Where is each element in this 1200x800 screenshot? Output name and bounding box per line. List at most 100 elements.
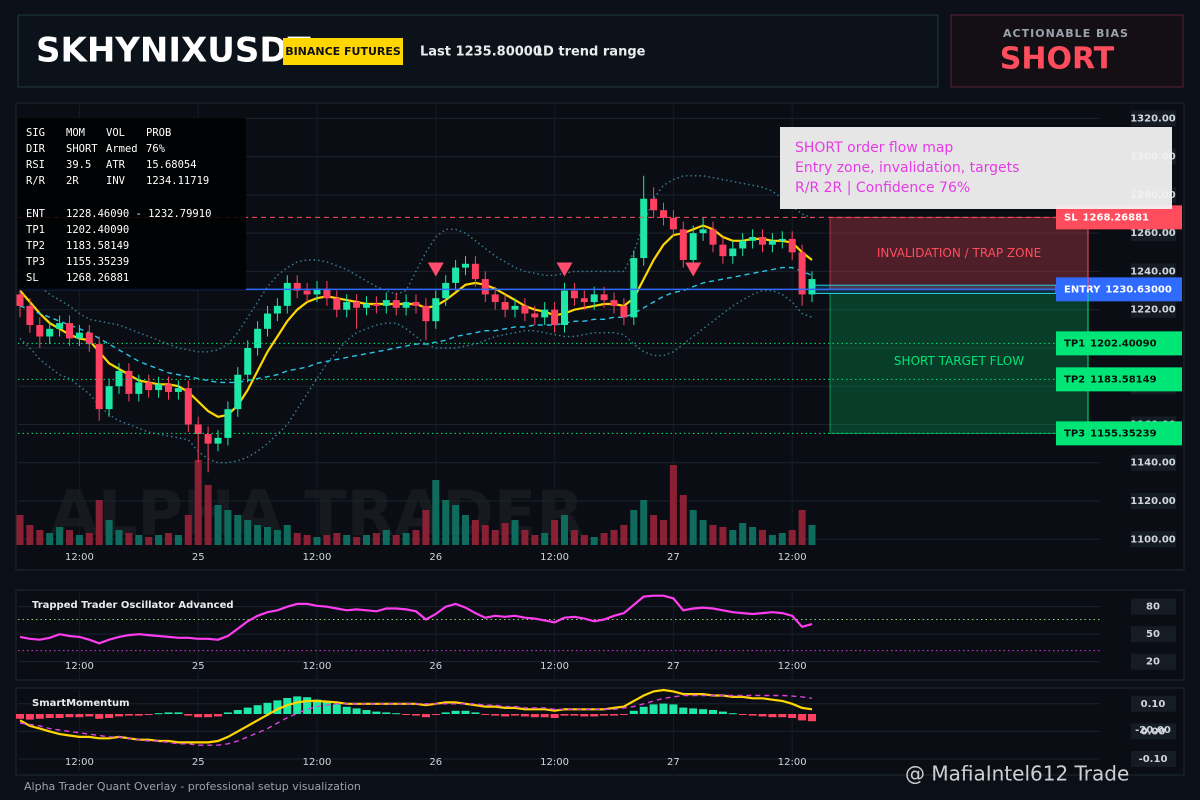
candle-body: [580, 298, 588, 303]
candle-body: [184, 388, 192, 425]
volume-bar: [749, 527, 757, 545]
candle-body: [452, 267, 460, 283]
x-tick-label: 27: [667, 552, 680, 563]
volume-bar: [541, 533, 549, 545]
histogram-bar: [808, 714, 816, 722]
level-tag: [1056, 205, 1182, 230]
histogram-bar: [610, 714, 618, 716]
series-line: [19, 266, 813, 384]
info-level: TP2: [26, 240, 45, 252]
exchange: BINANCE FUTURES: [285, 45, 401, 58]
level-tag-label: TP1 1202.40090: [1064, 338, 1157, 349]
plots: 1100.001120.001140.001160.001180.001200.…: [16, 105, 1182, 770]
bias-label: ACTIONABLE BIAS: [1003, 27, 1129, 40]
candle-body: [165, 384, 172, 392]
volume-bar: [283, 525, 291, 545]
histogram-bar: [184, 714, 193, 716]
x-tick-label: 26: [429, 757, 442, 768]
candle-body: [224, 409, 232, 438]
volume-bar: [155, 535, 163, 545]
level-value: 1155.35239: [1090, 428, 1156, 439]
y-tick-box: [1131, 695, 1176, 712]
histogram-bar: [194, 714, 203, 718]
candle-body: [798, 252, 806, 295]
histogram-bar: [85, 714, 94, 717]
histogram-bar: [718, 711, 727, 714]
candle-body: [541, 309, 549, 318]
candle-body: [273, 305, 281, 314]
level-tag-label: ENTRY 1230.63000: [1064, 284, 1172, 295]
y-tick-label: 1220.00: [1130, 305, 1176, 316]
volume-bar: [600, 533, 608, 545]
level-value: 1230.63000: [1105, 284, 1171, 295]
volume-bar: [462, 515, 469, 545]
info-cell: VOL: [106, 127, 125, 139]
histogram-bar: [223, 712, 232, 714]
candle-body: [323, 288, 331, 299]
info-cell: SHORT: [66, 143, 98, 155]
x-tick-label: 12:00: [303, 552, 332, 563]
x-tick-label: 12:00: [303, 661, 332, 672]
candle-body: [392, 300, 400, 308]
histogram-bar: [580, 714, 589, 717]
volume-bar: [481, 525, 489, 545]
volume-bar: [709, 525, 717, 545]
histogram-bar: [441, 712, 450, 714]
histogram-bar: [402, 714, 411, 715]
candle-body: [214, 437, 222, 444]
volume-bar: [293, 533, 301, 545]
oscillator-panel: [15, 589, 1185, 681]
info-cell: SIG: [26, 127, 45, 139]
candle-body: [729, 248, 737, 257]
histogram-bar: [619, 714, 628, 715]
annotation-line: R/R 2R | Confidence 76%: [795, 180, 970, 196]
volume-bar: [254, 525, 262, 545]
candle-body: [501, 302, 509, 310]
last-price: Last 1235.80000: [420, 45, 542, 60]
histogram-bar: [35, 714, 44, 719]
level-name: ENTRY: [1064, 284, 1101, 295]
histogram-bar: [115, 714, 123, 717]
info-level: 1202.40090: [66, 224, 129, 236]
volume-bar: [194, 460, 202, 545]
volume-bar: [363, 535, 370, 545]
histogram-bar: [372, 711, 381, 714]
info-level: SL: [26, 272, 39, 284]
x-tick-label: 12:00: [540, 661, 569, 672]
y-tick-box: [1131, 263, 1176, 280]
volume-bar: [580, 535, 588, 545]
histogram-bar: [174, 712, 183, 714]
info-cell: 39.5: [66, 159, 91, 171]
candle-body: [293, 282, 301, 291]
y-tick-box: [1131, 110, 1176, 127]
level-value: 1268.26881: [1083, 212, 1149, 223]
x-tick-label: 12:00: [303, 757, 332, 768]
candle-body: [570, 290, 578, 299]
level-tag-label: TP3 1155.35239: [1064, 428, 1157, 439]
volume-bar: [402, 533, 410, 545]
histogram-bar: [471, 712, 480, 714]
volume-bar: [303, 535, 311, 545]
histogram-bar: [540, 714, 549, 718]
candle-body: [442, 282, 450, 299]
histogram-bar: [481, 714, 490, 715]
y-tick-box: [1131, 598, 1176, 615]
x-tick-label: 12:00: [778, 552, 807, 563]
candle-body: [511, 305, 519, 310]
volume-bar: [85, 533, 93, 545]
volume-bar: [145, 537, 153, 545]
level-value: 1183.58149: [1090, 374, 1156, 385]
candle-body: [412, 302, 420, 306]
info-panel: [18, 118, 246, 290]
histogram-bar: [233, 710, 242, 714]
volume-bar: [570, 530, 578, 545]
candle-body: [471, 263, 479, 280]
volume-bar: [452, 505, 460, 545]
x-tick-label: 12:00: [540, 757, 569, 768]
x-tick-label: 12:00: [778, 661, 807, 672]
volume-bar: [471, 520, 479, 545]
histogram-bar: [501, 714, 510, 717]
y-tick-label: 1240.00: [1130, 266, 1176, 277]
x-tick-label: 26: [429, 552, 442, 563]
